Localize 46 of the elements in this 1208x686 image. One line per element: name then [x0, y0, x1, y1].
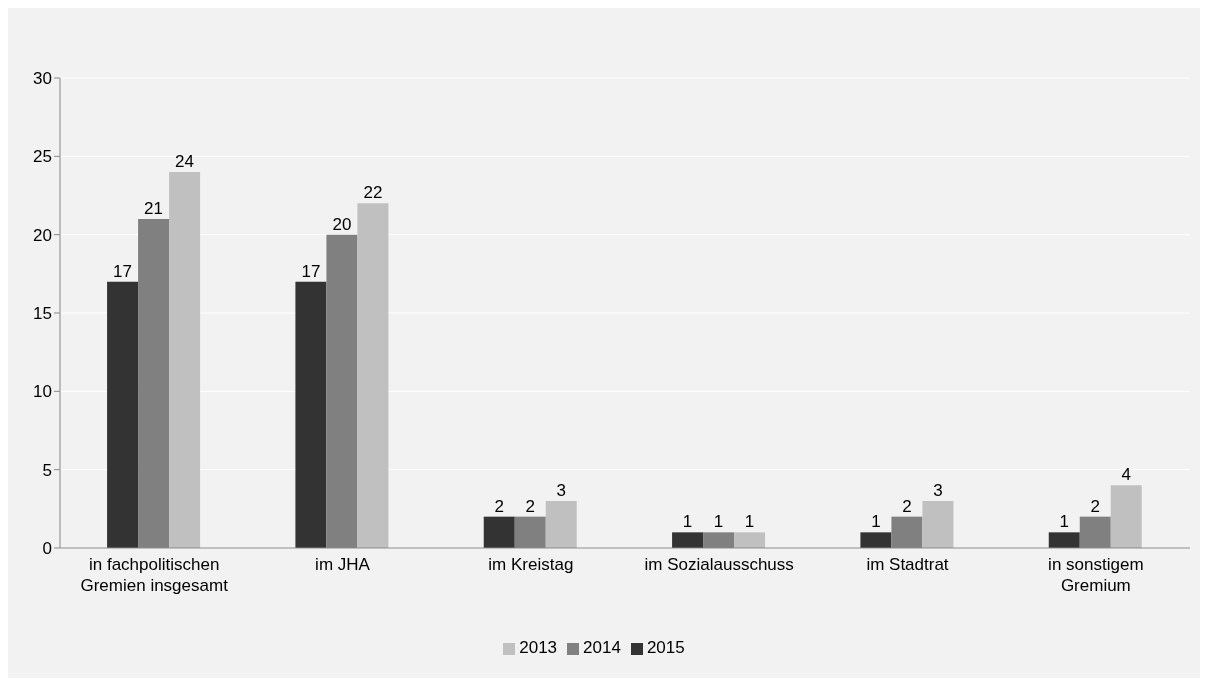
- y-tick-label: 20: [33, 225, 52, 245]
- data-label: 3: [556, 481, 566, 500]
- x-tick-label: im Sozialausschuss: [644, 555, 794, 574]
- data-label: 2: [525, 496, 535, 516]
- bar: [1110, 485, 1142, 548]
- x-tick-label: in fachpolitischen Gremien insgesamt: [80, 555, 229, 595]
- data-label: 1: [682, 512, 693, 532]
- legend-label: 2015: [646, 638, 685, 657]
- data-label: 1: [713, 512, 724, 532]
- data-label: 2: [1090, 496, 1100, 516]
- data-label: 22: [363, 183, 383, 203]
- data-label: 21: [144, 199, 164, 218]
- data-label: 4: [1121, 465, 1131, 485]
- bar: [672, 532, 704, 548]
- bar: [483, 516, 515, 548]
- legend-label: 2014: [583, 638, 621, 657]
- bar: [734, 532, 766, 548]
- x-tick-label: im Kreistag: [488, 555, 574, 574]
- data-label: 1: [871, 512, 881, 532]
- x-tick-label: im JHA: [315, 555, 371, 574]
- data-label: 1: [744, 512, 755, 532]
- bar: [295, 281, 327, 548]
- y-tick-label: 15: [33, 304, 52, 324]
- data-label: 2: [902, 496, 912, 516]
- y-tick-label: 0: [42, 539, 52, 559]
- data-label: 17: [113, 261, 133, 281]
- bar: [860, 532, 892, 548]
- data-label: 20: [332, 214, 352, 234]
- x-tick-label: in sonstigem Gremium: [1048, 555, 1144, 595]
- y-tick-label: 5: [42, 460, 52, 480]
- data-label: 17: [301, 261, 321, 281]
- bar: [107, 281, 139, 548]
- bar: [545, 501, 577, 548]
- bar: [357, 203, 389, 548]
- y-tick-label: 10: [33, 382, 52, 402]
- data-label: 2: [494, 496, 504, 516]
- data-label: 3: [933, 481, 943, 500]
- y-tick-label: 25: [33, 147, 52, 167]
- y-tick-label: 30: [33, 69, 52, 89]
- bar: [922, 501, 954, 548]
- legend-label: 2013: [519, 638, 558, 657]
- bar: [169, 172, 201, 548]
- x-tick-label: im Stadtrat: [866, 555, 949, 574]
- bar: [1048, 532, 1080, 548]
- data-label: 1: [1059, 512, 1069, 532]
- data-label: 24: [175, 152, 195, 171]
